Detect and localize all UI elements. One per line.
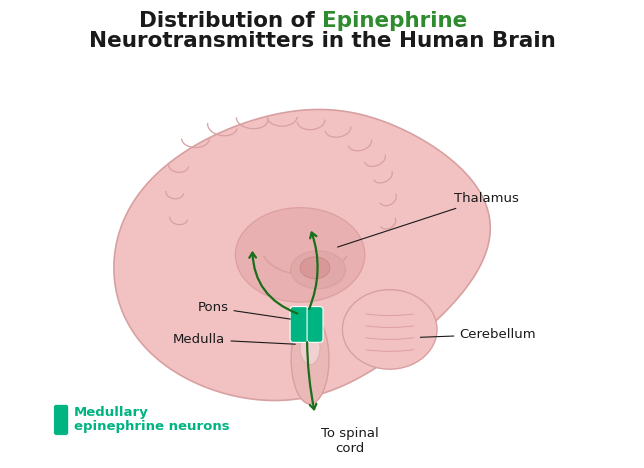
Text: epinephrine neurons: epinephrine neurons — [74, 420, 230, 433]
Ellipse shape — [235, 208, 365, 302]
Text: Medullary: Medullary — [74, 406, 149, 419]
Polygon shape — [114, 110, 490, 401]
Text: Distribution of: Distribution of — [138, 11, 322, 31]
Ellipse shape — [291, 314, 329, 404]
Text: To spinal
cord: To spinal cord — [321, 427, 379, 455]
FancyBboxPatch shape — [290, 307, 308, 343]
Text: Thalamus: Thalamus — [337, 192, 519, 247]
Ellipse shape — [290, 251, 345, 289]
Ellipse shape — [300, 330, 320, 365]
Text: Neurotransmitters in the Human Brain: Neurotransmitters in the Human Brain — [89, 31, 555, 51]
FancyBboxPatch shape — [53, 404, 69, 435]
Text: Pons: Pons — [198, 301, 290, 319]
Ellipse shape — [343, 290, 437, 369]
Text: Epinephrine: Epinephrine — [322, 11, 468, 31]
Text: Medulla: Medulla — [173, 333, 296, 346]
Ellipse shape — [300, 257, 330, 279]
FancyBboxPatch shape — [307, 307, 323, 343]
Text: Cerebellum: Cerebellum — [421, 328, 536, 341]
